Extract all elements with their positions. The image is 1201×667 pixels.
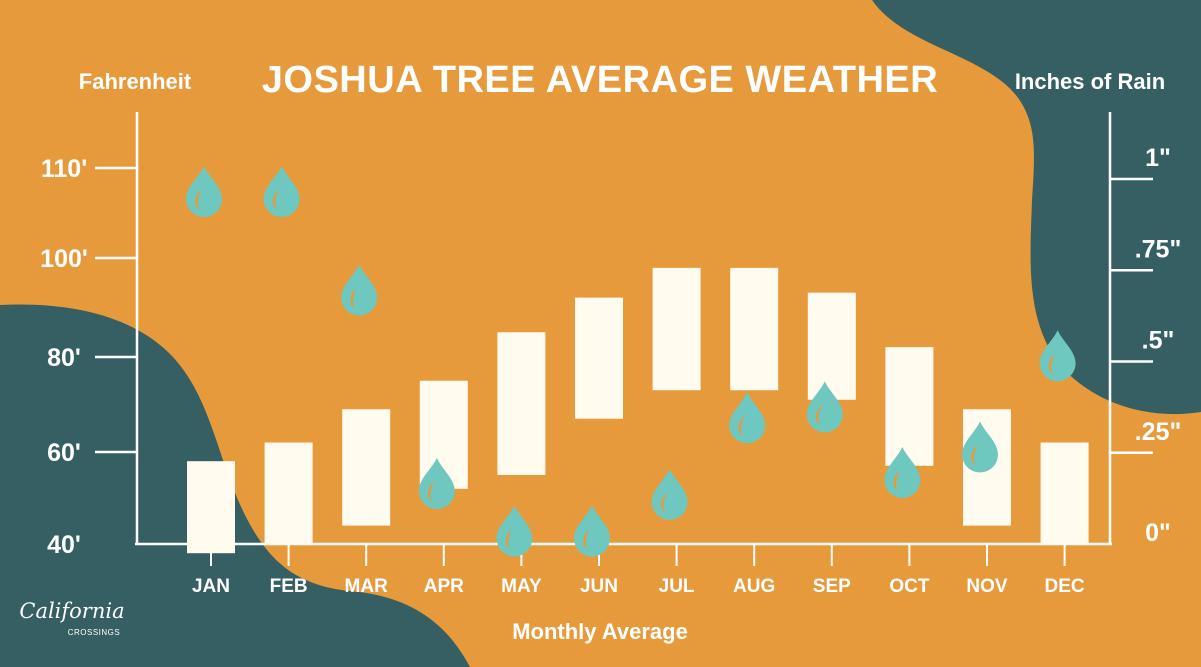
drop-shape	[729, 392, 766, 444]
drop-highlight	[738, 416, 745, 437]
rain-tick-label: .5"	[1142, 327, 1175, 355]
drop-highlight	[583, 529, 589, 550]
drop-highlight	[660, 492, 667, 513]
temp-bar-aug	[730, 267, 779, 391]
rain-drop-dec	[1039, 330, 1076, 382]
temp-bar-mar	[342, 409, 391, 526]
month-label: FEB	[270, 576, 308, 597]
drop-shape	[651, 468, 688, 520]
left-axis-label: Fahrenheit	[79, 69, 192, 94]
drop-highlight	[893, 471, 900, 492]
drop-shape	[806, 381, 843, 433]
drop-highlight	[505, 529, 512, 550]
temp-bar-may	[497, 332, 546, 475]
drop-shape	[574, 505, 610, 557]
temp-bar-jun	[575, 297, 623, 419]
drop-highlight	[350, 288, 357, 309]
temp-tick-label: 100'	[40, 245, 88, 273]
rain-drop-jun	[574, 505, 610, 557]
rain-drop-nov	[962, 421, 998, 473]
temp-tick-label: 110'	[41, 155, 87, 183]
drop-shape	[496, 505, 533, 557]
temp-bar-feb	[264, 442, 313, 544]
month-label: OCT	[889, 576, 930, 597]
rain-drop-may	[496, 505, 533, 557]
rain-drop-oct	[884, 447, 921, 499]
drop-shape	[1039, 330, 1076, 382]
month-label: MAY	[501, 576, 542, 597]
drop-shape	[186, 166, 222, 217]
month-ticks: JAN FEB MAR APR MAY JUN JUL AUG SEP OCT NOV DEC	[192, 544, 1085, 597]
rain-drops	[186, 166, 1076, 557]
rain-drop-aug	[729, 392, 766, 444]
logo-sub: CROSSINGS	[68, 628, 121, 637]
drop-shape	[341, 264, 378, 316]
right-axis-ticks: 0" .25" .5" .75" 1"	[1110, 144, 1181, 547]
drop-highlight	[272, 190, 279, 210]
drop-highlight	[816, 405, 822, 426]
month-label: JUN	[580, 576, 618, 597]
rain-drop-apr	[418, 458, 455, 509]
month-label: AUG	[733, 576, 775, 597]
logo-script: California	[19, 599, 124, 623]
drop-highlight	[1048, 354, 1055, 375]
rain-drop-jan	[186, 166, 222, 217]
x-axis-label: Monthly Average	[512, 619, 688, 644]
top-right-blob	[872, 0, 1201, 415]
rain-drop-feb	[263, 166, 300, 217]
rain-drop-jul	[651, 468, 688, 520]
rain-tick-label: .75"	[1135, 235, 1182, 263]
month-label: NOV	[966, 576, 1008, 597]
temp-bar-oct	[885, 347, 934, 466]
temp-bar-jul	[652, 267, 701, 391]
right-axis-label: Inches of Rain	[1015, 69, 1165, 94]
month-label: DEC	[1045, 576, 1085, 597]
month-label: APR	[424, 576, 464, 597]
month-label: JUL	[659, 576, 695, 597]
temperature-bars	[187, 267, 1089, 554]
chart-title: JOSHUA TREE AVERAGE WEATHER	[262, 59, 938, 101]
temp-tick-label: 60'	[47, 439, 81, 467]
drop-highlight	[428, 482, 434, 502]
california-crossings-logo: California CROSSINGS	[19, 599, 124, 637]
drop-shape	[884, 447, 921, 499]
temp-bar-sep	[807, 292, 856, 400]
rain-drop-sep	[806, 381, 843, 433]
month-label: MAR	[345, 576, 389, 597]
temp-bar-dec	[1040, 442, 1089, 544]
left-axis-ticks: 40' 60' 80' 100' 110'	[40, 155, 137, 559]
temp-bar-jan	[187, 461, 235, 554]
drop-shape	[962, 421, 998, 473]
drop-shape	[263, 166, 300, 217]
rain-tick-label: .25"	[1135, 418, 1182, 446]
rain-tick-label: 0"	[1145, 519, 1171, 547]
drop-highlight	[971, 445, 977, 466]
month-label: JAN	[192, 576, 230, 597]
drop-highlight	[195, 190, 201, 210]
rain-drop-mar	[341, 264, 378, 316]
temp-tick-label: 40'	[47, 531, 81, 559]
temp-tick-label: 80'	[47, 344, 81, 372]
drop-shape	[418, 458, 455, 509]
month-label: SEP	[813, 576, 851, 597]
bottom-left-blob	[0, 304, 470, 667]
rain-tick-label: 1"	[1145, 144, 1171, 172]
